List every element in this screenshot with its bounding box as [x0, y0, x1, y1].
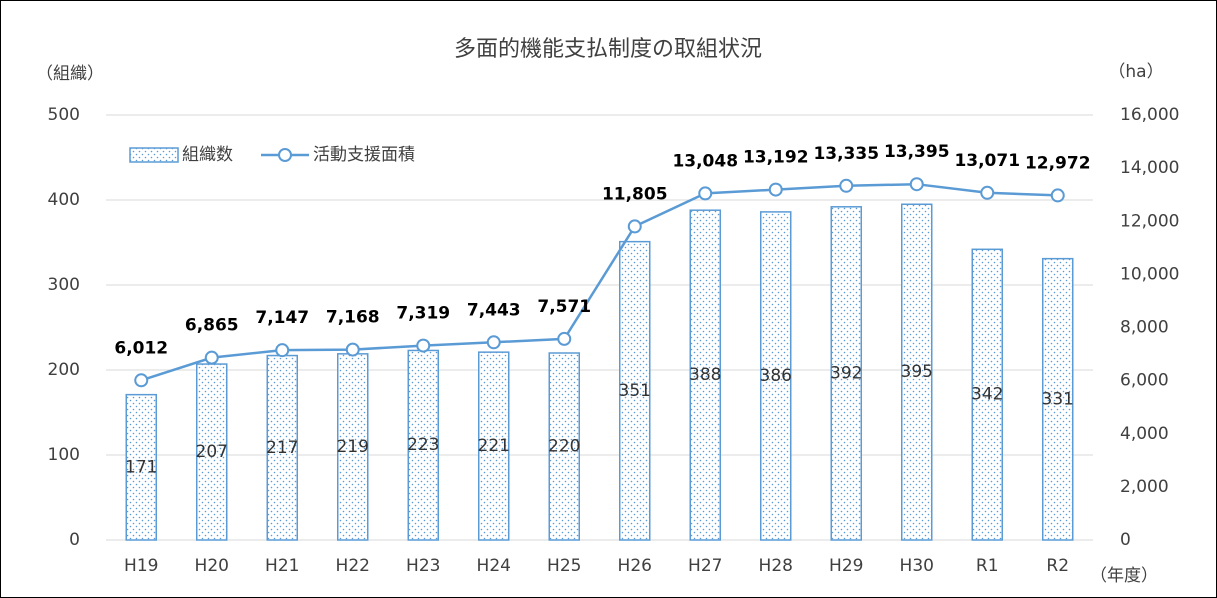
bar [125, 393, 157, 541]
bar-value-label: 351 [619, 381, 651, 401]
bar [619, 240, 651, 541]
y2-tick-label: 6,000 [1120, 371, 1169, 391]
y-tick-label: 200 [48, 360, 80, 380]
x-tick-label: H28 [759, 556, 793, 576]
line-marker [416, 338, 431, 353]
line-value-label: 13,048 [672, 151, 738, 171]
bar [478, 351, 510, 541]
bar [548, 352, 580, 541]
bar [407, 349, 439, 541]
legend-label: 組織数 [182, 145, 233, 165]
y2-tick-label: 14,000 [1120, 158, 1179, 178]
line-value-label: 7,147 [255, 308, 309, 328]
y2-axis-label: （ha） [1108, 62, 1163, 82]
x-tick-label: H19 [124, 556, 158, 576]
y2-tick-label: 8,000 [1120, 318, 1169, 338]
x-tick-label: H24 [477, 556, 511, 576]
line-marker [134, 373, 149, 388]
x-tick-label: H26 [618, 556, 652, 576]
y2-tick-label: 12,000 [1120, 211, 1179, 231]
line-marker [204, 350, 219, 365]
y-axis-label: （組織） [36, 64, 104, 84]
y-tick-label: 0 [69, 530, 80, 550]
line-value-label: 13,071 [954, 151, 1020, 171]
line-marker [275, 343, 290, 358]
x-tick-label: H25 [547, 556, 581, 576]
bar [196, 363, 228, 541]
line-value-label: 6,012 [114, 338, 168, 358]
line-marker [768, 182, 783, 197]
bar [689, 209, 721, 541]
bar-value-label: 388 [689, 365, 721, 385]
x-tick-label: H20 [195, 556, 229, 576]
line-marker [839, 178, 854, 193]
line-value-label: 12,972 [1025, 153, 1091, 173]
line-value-label: 13,395 [884, 142, 950, 162]
bar-value-label: 207 [196, 442, 228, 462]
y-tick-label: 300 [48, 275, 80, 295]
x-tick-label: H23 [406, 556, 440, 576]
legend-label: 活動支援面積 [313, 145, 415, 165]
bar [901, 203, 933, 541]
x-tick-label: H30 [900, 556, 934, 576]
bar-value-label: 342 [971, 385, 1003, 405]
bar-value-label: 395 [901, 362, 933, 382]
bar [760, 211, 792, 541]
bar-value-label: 223 [407, 435, 439, 455]
x-tick-label: H29 [829, 556, 863, 576]
legend-swatch [129, 147, 179, 163]
x-tick-label: R1 [976, 556, 999, 576]
x-tick-label: R2 [1046, 556, 1069, 576]
y-tick-label: 400 [48, 190, 80, 210]
bar [266, 354, 298, 541]
x-tick-label: H22 [336, 556, 370, 576]
line-marker [627, 219, 642, 234]
y2-tick-label: 2,000 [1120, 477, 1169, 497]
line-value-label: 13,192 [743, 148, 809, 168]
bar [830, 206, 862, 541]
y-tick-label: 100 [48, 445, 80, 465]
bar-value-label: 220 [548, 437, 580, 457]
line [140, 182, 1058, 382]
legend-marker [278, 148, 292, 162]
chart-title: 多面的機能支払制度の取組状況 [454, 37, 762, 62]
x-axis-label: （年度） [1090, 566, 1158, 586]
y2-tick-label: 0 [1120, 530, 1131, 550]
line-value-label: 7,571 [537, 297, 591, 317]
bar-value-label: 171 [125, 457, 157, 477]
line-marker [980, 185, 995, 200]
y2-tick-label: 4,000 [1120, 424, 1169, 444]
line-marker [1050, 188, 1065, 203]
bar-value-label: 331 [1042, 389, 1074, 409]
bar-value-label: 386 [760, 366, 792, 386]
line-marker [557, 331, 572, 346]
line-marker [486, 335, 501, 350]
line-value-label: 6,865 [185, 316, 239, 336]
y2-tick-label: 16,000 [1120, 105, 1179, 125]
bar [971, 248, 1003, 541]
bar-value-label: 217 [266, 438, 298, 458]
line-value-label: 13,335 [813, 144, 879, 164]
line-marker [345, 342, 360, 357]
bar-value-label: 392 [830, 363, 862, 383]
bar-value-label: 219 [337, 437, 369, 457]
line-value-label: 11,805 [602, 184, 668, 204]
bar-value-label: 221 [478, 436, 510, 456]
line-value-label: 7,443 [467, 300, 521, 320]
x-tick-label: H21 [265, 556, 299, 576]
x-tick-label: H27 [688, 556, 722, 576]
line-marker [698, 186, 713, 201]
y2-tick-label: 10,000 [1120, 264, 1179, 284]
y-tick-label: 500 [48, 105, 80, 125]
line-value-label: 7,168 [326, 308, 380, 328]
bar [1042, 257, 1074, 541]
line-value-label: 7,319 [396, 304, 450, 324]
line-marker [909, 177, 924, 192]
